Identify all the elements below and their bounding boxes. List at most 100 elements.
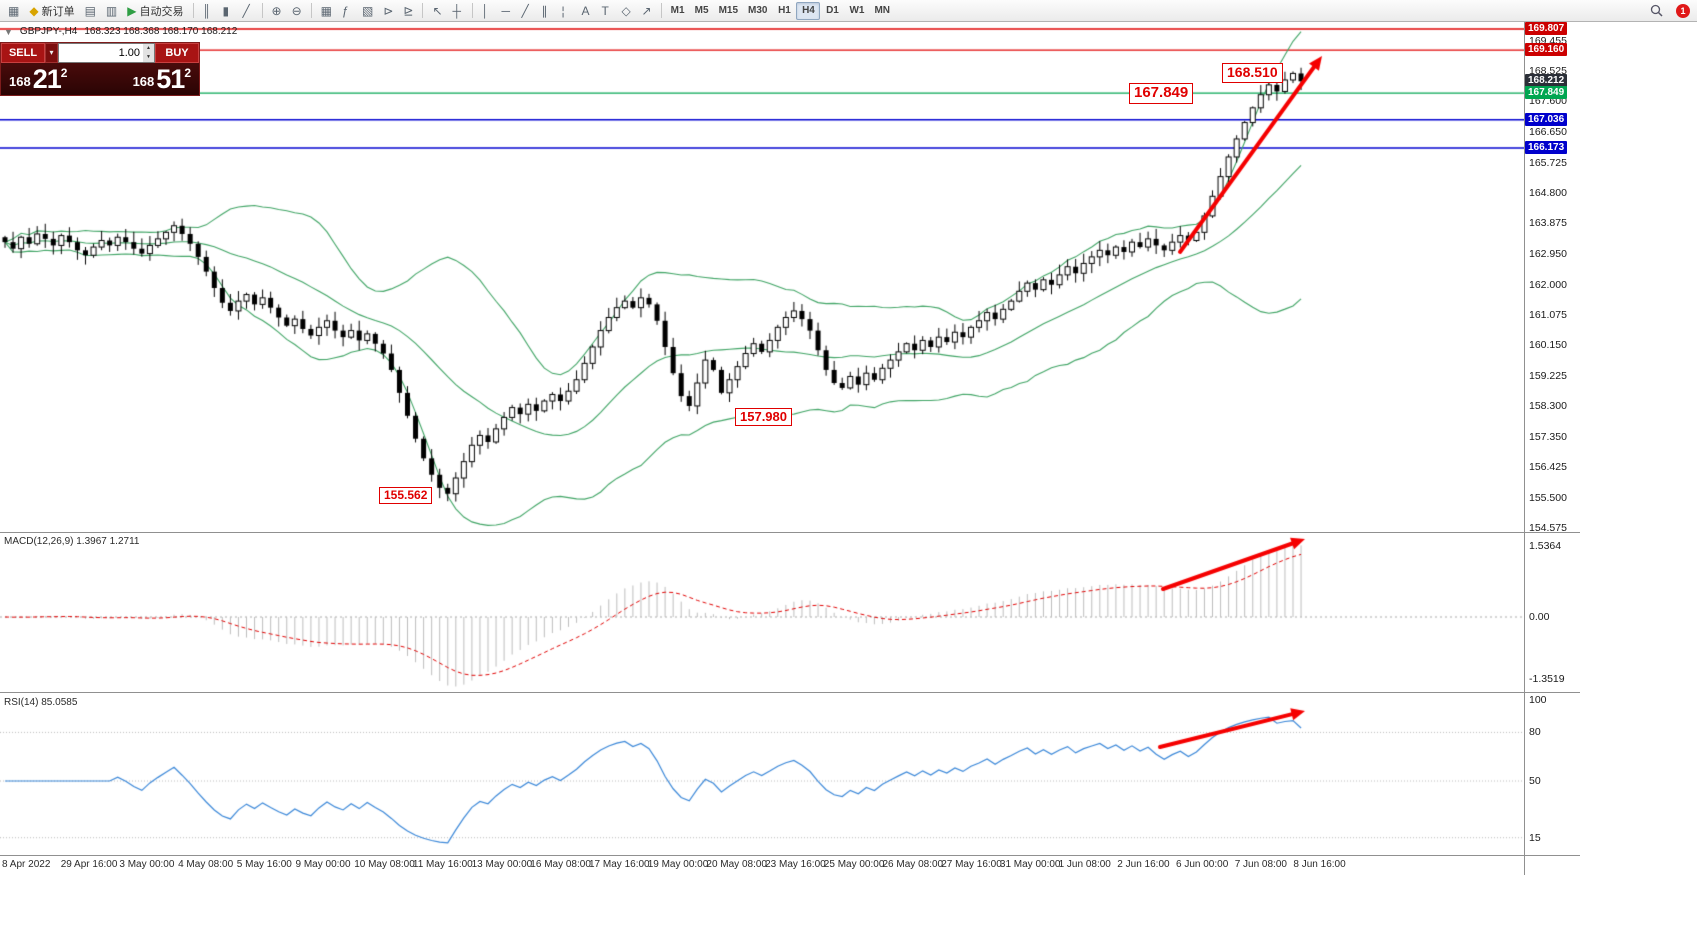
shapes-icon: ◇ <box>621 3 631 18</box>
search-icon[interactable] <box>1645 2 1668 20</box>
pane-separator[interactable] <box>0 855 1580 856</box>
toolbar-separator <box>192 3 194 18</box>
price-axis-label: 156.425 <box>1529 461 1567 474</box>
price-axis-label: 154.575 <box>1529 521 1567 534</box>
price-tag: 168.510 <box>1222 63 1283 83</box>
rsi-axis-label: 100 <box>1529 694 1547 706</box>
bar-chart-mode-icon: ║ <box>202 3 212 18</box>
volume-input[interactable] <box>58 43 155 63</box>
chart-symbol-icon: ▼ <box>4 26 13 37</box>
price-axis-label: 161.075 <box>1529 309 1567 322</box>
price-axis-label: 160.150 <box>1529 339 1567 352</box>
toolbar-arrows-tool[interactable]: ↗ <box>637 2 657 20</box>
toolbar-separator <box>261 3 263 18</box>
chart-canvas[interactable] <box>0 22 1524 855</box>
toolbar-equidistant-channel[interactable]: ∥ <box>537 2 557 20</box>
text-label-icon: T <box>601 3 609 18</box>
price-axis-label: 163.875 <box>1529 217 1567 230</box>
toolbar-indicators-list[interactable]: ƒ <box>337 2 357 20</box>
toolbar-vertical-line[interactable]: │ <box>477 2 497 20</box>
timeframe-MN[interactable]: MN <box>869 2 895 20</box>
tile-windows-icon: ▦ <box>320 3 332 18</box>
toolbar-print[interactable]: ▤ <box>80 2 101 20</box>
buy-price: 168 51 2 <box>132 64 191 94</box>
toolbar-text[interactable]: A <box>577 2 597 20</box>
time-axis-label: 20 May 08:00 <box>706 859 767 870</box>
toolbar-chart-profile[interactable]: ▥ <box>101 2 122 20</box>
volume-dropdown[interactable]: ▾ <box>45 43 58 63</box>
volume-stepper[interactable]: ▲ ▼ <box>143 44 154 62</box>
auto-trading-icon: ▶ <box>127 3 137 18</box>
price-axis-label-highlight: 166.173 <box>1525 141 1568 155</box>
ohlc-values: 168.323 168.368 168.170 168.212 <box>84 26 238 37</box>
price-axis-label: 168.525 <box>1529 64 1567 77</box>
rsi-axis-label: 15 <box>1529 831 1541 844</box>
price-axis-label: 157.350 <box>1529 431 1567 444</box>
time-axis-label: 2 Jun 16:00 <box>1117 859 1170 870</box>
timeframe-W1[interactable]: W1 <box>844 2 869 20</box>
toolbar-separator <box>660 3 662 18</box>
time-axis-label: 9 May 00:00 <box>295 859 351 870</box>
time-axis-label: 29 Apr 16:00 <box>60 859 118 870</box>
rsi-indicator-label: RSI(14) 85.0585 <box>4 697 78 708</box>
vertical-line-icon: │ <box>481 3 490 18</box>
timeframe-M1[interactable]: M1 <box>666 2 690 20</box>
price-axis-label-highlight: 168.212 <box>1525 74 1568 88</box>
toolbar-new-order[interactable]: ◆ 新订单 <box>24 2 79 20</box>
indicators-list-icon: ƒ <box>341 3 349 18</box>
toolbar-candlestick-mode[interactable]: ▮ <box>218 2 238 20</box>
chart-header: ▼ GBPJPY-,H4 168.323 168.368 168.170 168… <box>4 26 237 37</box>
toolbar-separator <box>471 3 473 18</box>
timeframe-D1[interactable]: D1 <box>820 2 844 20</box>
price-axis-label-highlight: 167.849 <box>1525 86 1568 100</box>
price-axis-label: 162.950 <box>1529 247 1567 260</box>
candlestick-mode-icon: ▮ <box>222 3 230 18</box>
toolbar-chart-shift[interactable]: ⊵ <box>398 2 418 20</box>
new-order-icon: ◆ <box>29 3 39 18</box>
one-click-trading-panel: SELL ▾ ▲▼ BUY 168 21 2 168 51 2 <box>0 42 200 96</box>
zoom-in-icon: ⊕ <box>271 3 282 18</box>
zoom-out-icon: ⊖ <box>291 3 302 18</box>
macd-indicator-label: MACD(12,26,9) 1.3967 1.2711 <box>4 536 140 547</box>
toolbar-auto-trading[interactable]: ▶ 自动交易 <box>122 2 188 20</box>
toolbar-cursor[interactable]: ↖ <box>427 2 447 20</box>
time-axis-label: 25 May 00:00 <box>823 859 885 870</box>
toolbar-shapes[interactable]: ◇ <box>617 2 637 20</box>
price-axis-label: 165.725 <box>1529 156 1567 169</box>
toolbar-auto-scroll[interactable]: ⊳ <box>378 2 398 20</box>
pane-separator[interactable] <box>0 532 1580 533</box>
equidistant-channel-icon: ∥ <box>541 3 548 18</box>
toolbar-trendline[interactable]: ╱ <box>517 2 537 20</box>
notification-badge[interactable]: 1 <box>1676 3 1690 18</box>
toolbar-horizontal-line[interactable]: ─ <box>497 2 517 20</box>
price-axis-label: 166.650 <box>1529 126 1567 139</box>
price-axis-label: 155.500 <box>1529 491 1567 504</box>
toolbar-crosshair[interactable]: ┼ <box>448 2 468 20</box>
toolbar-zoom-out[interactable]: ⊖ <box>287 2 307 20</box>
sell-price: 168 21 2 <box>9 64 68 94</box>
toolbar-templates[interactable]: ▧ <box>357 2 378 20</box>
pane-separator[interactable] <box>0 692 1580 693</box>
timeframe-M30[interactable]: M30 <box>743 2 772 20</box>
toolbar-tile-windows[interactable]: ▦ <box>316 2 337 20</box>
toolbar-zoom-in[interactable]: ⊕ <box>267 2 287 20</box>
toolbar-text-label[interactable]: T <box>597 2 617 20</box>
chart-profile-icon: ▥ <box>105 3 118 18</box>
toolbar-fibonacci[interactable]: ¦ <box>557 2 577 20</box>
buy-button[interactable]: BUY <box>155 43 199 63</box>
toolbar-bar-chart-mode[interactable]: ║ <box>198 2 218 20</box>
timeframe-M5[interactable]: M5 <box>690 2 714 20</box>
sell-button[interactable]: SELL <box>1 43 45 63</box>
timeframe-H4[interactable]: H4 <box>796 1 821 20</box>
toolbar-line-chart-mode[interactable]: ╱ <box>238 2 258 20</box>
toolbar-new-chart[interactable]: ▦ <box>3 2 24 20</box>
time-axis-label: 10 May 08:00 <box>354 859 415 870</box>
symbol-timeframe-label: GBPJPY-,H4 <box>19 26 78 37</box>
timeframe-M15[interactable]: M15 <box>714 2 743 20</box>
toolbar: ▦ ◆ 新订单 ▤ ▥ ▶ 自动交易 ║ ▮ ╱ ⊕ ⊖ ▦ ƒ ▧ ⊳ ⊵ ↖ ┼ │ ─ ╱ ∥ ¦ A T ◇ ↗ M1 M5 M15… <box>0 0 1697 22</box>
timeframe-H1[interactable]: H1 <box>772 2 796 20</box>
time-axis-label: 8 Apr 2022 <box>2 859 51 870</box>
time-axis-label: 1 Jun 08:00 <box>1058 859 1111 870</box>
price-axis-border <box>1524 22 1525 875</box>
